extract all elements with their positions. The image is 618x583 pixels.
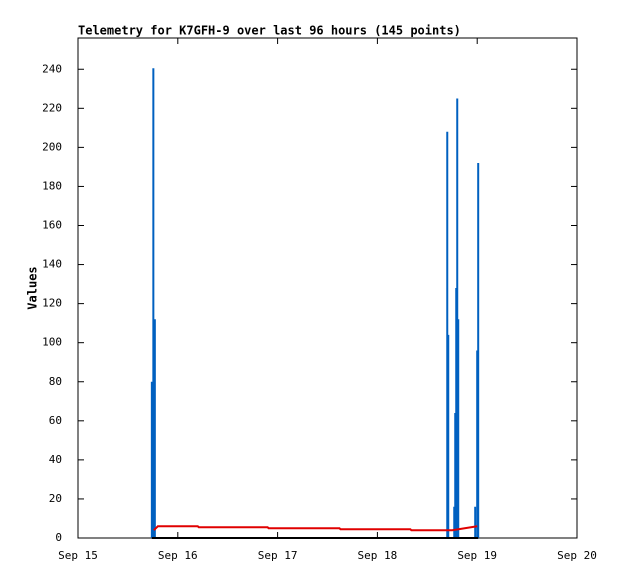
- chart-title: Telemetry for K7GFH-9 over last 96 hours…: [78, 24, 461, 38]
- y-tick-label: 120: [42, 297, 62, 310]
- x-tick-label: Sep 18: [358, 549, 398, 562]
- x-tick-label: Sep 15: [58, 549, 98, 562]
- x-tick-label: Sep 19: [457, 549, 497, 562]
- y-tick-label: 40: [49, 453, 62, 466]
- x-tick-label: Sep 16: [158, 549, 198, 562]
- x-tick-label: Sep 17: [258, 549, 298, 562]
- y-tick-label: 180: [42, 179, 62, 192]
- y-tick-label: 100: [42, 336, 62, 349]
- y-tick-label: 60: [49, 414, 62, 427]
- y-tick-label: 0: [55, 531, 62, 544]
- y-tick-label: 80: [49, 375, 62, 388]
- y-tick-label: 220: [42, 101, 62, 114]
- y-tick-label: 200: [42, 140, 62, 153]
- y-axis-label: Values: [26, 266, 40, 309]
- y-tick-label: 140: [42, 258, 62, 271]
- y-tick-label: 20: [49, 492, 62, 505]
- series-line: [153, 525, 478, 532]
- y-tick-label: 240: [42, 62, 62, 75]
- y-tick-label: 160: [42, 219, 62, 232]
- x-tick-label: Sep 20: [557, 549, 597, 562]
